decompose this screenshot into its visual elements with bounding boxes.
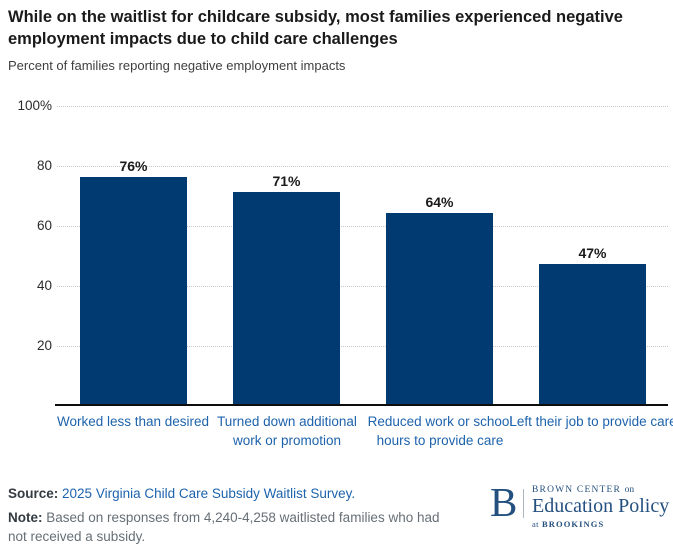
y-axis-tick: 60 [36,218,52,233]
gridline-40 [57,286,668,287]
note-line: Note: Based on responses from 4,240-4,25… [8,508,448,546]
brookings-logo: B BROWN CENTER on Education Policy at BR… [490,479,670,537]
note-text: Based on responses from 4,240-4,258 wait… [8,510,440,544]
bar [386,213,493,405]
bar [80,177,187,405]
logo-line-brown-center: BROWN CENTER on [532,485,635,495]
note-label: Note: [8,510,43,525]
bar [233,192,340,405]
y-axis-tick: 20 [36,338,52,353]
source-line: Source: 2025 Virginia Child Care Subsidy… [8,486,355,501]
x-axis-category-label: Worked less than desired [56,414,210,429]
x-axis-category-label: Left their job to provide care [509,414,673,429]
chart-title: While on the waitlist for childcare subs… [8,8,623,48]
gridline-80 [57,166,668,167]
logo-divider [523,489,524,518]
y-axis-tick: 40 [36,278,52,293]
bar-value-label: 64% [425,194,454,210]
logo-text: BROWN CENTER on Education Policy at BROO… [532,485,669,530]
gridline-20 [57,346,668,347]
bar-value-label: 71% [272,173,301,189]
x-axis-line [55,404,668,406]
chart-subtitle: Percent of families reporting negative e… [8,58,346,73]
bar-value-label: 76% [119,158,148,174]
bar-value-label: 47% [578,245,607,261]
gridline-100 [57,106,668,107]
y-axis-tick: 80 [36,158,52,173]
logo-letter-b: B [490,479,518,525]
x-axis-category-label: Reduced work or school hours to provide … [367,414,513,448]
bar-group: 76% [80,158,187,405]
source-link[interactable]: 2025 Virginia Child Care Subsidy Waitlis… [62,486,356,501]
bar-group: 64% [386,194,493,405]
bar-group: 71% [233,173,340,405]
y-axis-tick: 100% [17,98,52,113]
bar-group: 47% [539,245,646,405]
source-label: Source: [8,486,59,501]
gridline-60 [57,226,668,227]
logo-line-at-brookings: at BROOKINGS [532,519,605,529]
logo-line-education-policy: Education Policy [532,495,670,517]
bar [539,264,646,405]
x-axis-category-label: Turned down additional work or promotion [217,414,357,448]
